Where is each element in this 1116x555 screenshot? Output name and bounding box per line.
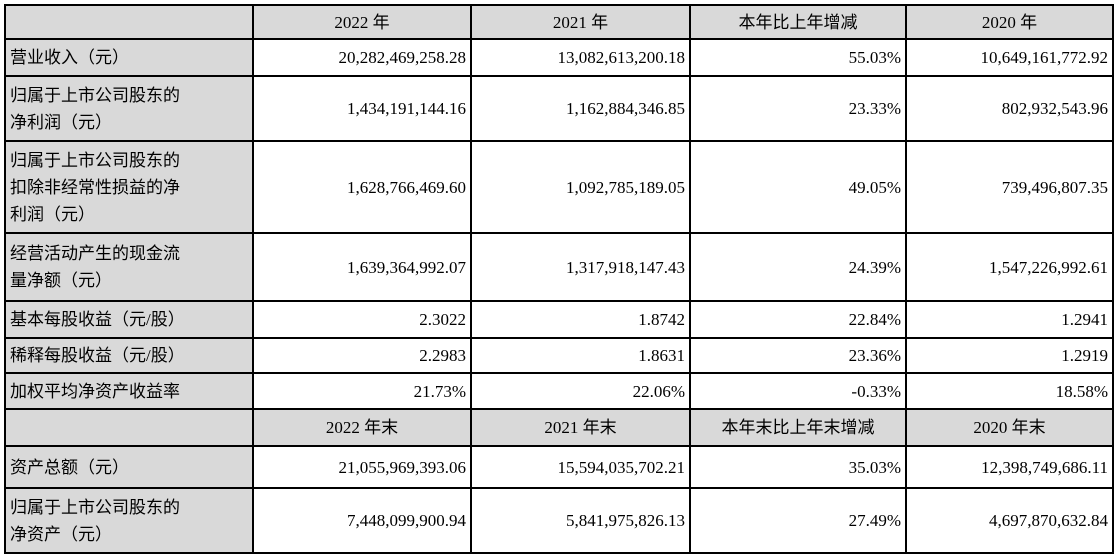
value-cell: 21,055,969,393.06 bbox=[252, 445, 472, 489]
value-cell: 2.2983 bbox=[252, 337, 472, 374]
value-cell: 18.58% bbox=[905, 372, 1114, 410]
value-cell: 24.39% bbox=[689, 232, 907, 302]
value-cell: 15,594,035,702.21 bbox=[470, 445, 691, 489]
value-cell: 35.03% bbox=[689, 445, 907, 489]
row-label-cell: 归属于上市公司股东的 净资产（元） bbox=[4, 487, 254, 554]
table-header-row-year-end: 2022 年末 2021 年末 本年末比上年末增减 2020 年末 bbox=[4, 408, 1114, 447]
value-cell: -0.33% bbox=[689, 372, 907, 410]
value-cell: 1,317,918,147.43 bbox=[470, 232, 691, 302]
value-cell: 5,841,975,826.13 bbox=[470, 487, 691, 554]
value-cell: 20,282,469,258.28 bbox=[252, 38, 472, 77]
table-row-basic-eps: 基本每股收益（元/股） 2.3022 1.8742 22.84% 1.2941 bbox=[4, 300, 1114, 339]
financial-summary-table: 2022 年 2021 年 本年比上年增减 2020 年 营业收入（元） 20,… bbox=[4, 4, 1114, 554]
row-label-cell: 基本每股收益（元/股） bbox=[4, 300, 254, 339]
table-header-row-annual: 2022 年 2021 年 本年比上年增减 2020 年 bbox=[4, 4, 1114, 40]
table-row-operating-cash-flow: 经营活动产生的现金流 量净额（元） 1,639,364,992.07 1,317… bbox=[4, 232, 1114, 302]
value-cell: 1.8631 bbox=[470, 337, 691, 374]
value-cell: 13,082,613,200.18 bbox=[470, 38, 691, 77]
value-cell: 1,639,364,992.07 bbox=[252, 232, 472, 302]
value-cell: 1.2919 bbox=[905, 337, 1114, 374]
row-label-cell: 稀释每股收益（元/股） bbox=[4, 337, 254, 374]
value-cell: 2.3022 bbox=[252, 300, 472, 339]
value-cell: 1,434,191,144.16 bbox=[252, 75, 472, 142]
value-cell: 1,162,884,346.85 bbox=[470, 75, 691, 142]
row-label-cell: 归属于上市公司股东的 净利润（元） bbox=[4, 75, 254, 142]
value-cell: 23.33% bbox=[689, 75, 907, 142]
table-row-diluted-eps: 稀释每股收益（元/股） 2.2983 1.8631 23.36% 1.2919 bbox=[4, 337, 1114, 374]
value-cell: 21.73% bbox=[252, 372, 472, 410]
column-header-blank bbox=[4, 408, 254, 447]
value-cell: 1,547,226,992.61 bbox=[905, 232, 1114, 302]
table-row-weighted-avg-roe: 加权平均净资产收益率 21.73% 22.06% -0.33% 18.58% bbox=[4, 372, 1114, 410]
value-cell: 49.05% bbox=[689, 140, 907, 234]
column-header-2021-end: 2021 年末 bbox=[470, 408, 691, 447]
table-row-net-assets: 归属于上市公司股东的 净资产（元） 7,448,099,900.94 5,841… bbox=[4, 487, 1114, 554]
column-header-2021: 2021 年 bbox=[470, 4, 691, 40]
value-cell: 23.36% bbox=[689, 337, 907, 374]
column-header-blank bbox=[4, 4, 254, 40]
row-label-cell: 营业收入（元） bbox=[4, 38, 254, 77]
table-row-total-assets: 资产总额（元） 21,055,969,393.06 15,594,035,702… bbox=[4, 445, 1114, 489]
value-cell: 10,649,161,772.92 bbox=[905, 38, 1114, 77]
value-cell: 4,697,870,632.84 bbox=[905, 487, 1114, 554]
value-cell: 22.84% bbox=[689, 300, 907, 339]
column-header-2022: 2022 年 bbox=[252, 4, 472, 40]
column-header-year-end-change: 本年末比上年末增减 bbox=[689, 408, 907, 447]
row-label-cell: 经营活动产生的现金流 量净额（元） bbox=[4, 232, 254, 302]
column-header-2020: 2020 年 bbox=[905, 4, 1114, 40]
column-header-2022-end: 2022 年末 bbox=[252, 408, 472, 447]
value-cell: 1.8742 bbox=[470, 300, 691, 339]
value-cell: 1.2941 bbox=[905, 300, 1114, 339]
table-row-net-profit: 归属于上市公司股东的 净利润（元） 1,434,191,144.16 1,162… bbox=[4, 75, 1114, 142]
column-header-2020-end: 2020 年末 bbox=[905, 408, 1114, 447]
row-label-cell: 归属于上市公司股东的 扣除非经常性损益的净 利润（元） bbox=[4, 140, 254, 234]
value-cell: 1,092,785,189.05 bbox=[470, 140, 691, 234]
value-cell: 1,628,766,469.60 bbox=[252, 140, 472, 234]
row-label-cell: 加权平均净资产收益率 bbox=[4, 372, 254, 410]
row-label-cell: 资产总额（元） bbox=[4, 445, 254, 489]
table-row-revenue: 营业收入（元） 20,282,469,258.28 13,082,613,200… bbox=[4, 38, 1114, 77]
value-cell: 12,398,749,686.11 bbox=[905, 445, 1114, 489]
value-cell: 22.06% bbox=[470, 372, 691, 410]
value-cell: 7,448,099,900.94 bbox=[252, 487, 472, 554]
value-cell: 27.49% bbox=[689, 487, 907, 554]
value-cell: 55.03% bbox=[689, 38, 907, 77]
column-header-yoy-change: 本年比上年增减 bbox=[689, 4, 907, 40]
table-row-net-profit-excl-nonrecurring: 归属于上市公司股东的 扣除非经常性损益的净 利润（元） 1,628,766,46… bbox=[4, 140, 1114, 234]
value-cell: 739,496,807.35 bbox=[905, 140, 1114, 234]
value-cell: 802,932,543.96 bbox=[905, 75, 1114, 142]
